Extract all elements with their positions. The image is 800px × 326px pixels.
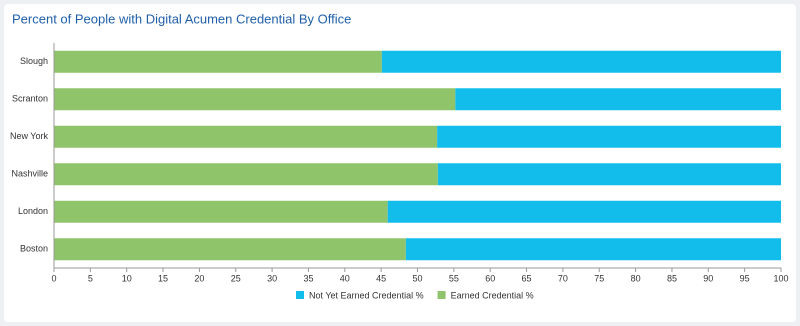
x-tick-label: 45 xyxy=(376,273,386,283)
y-tick-label: London xyxy=(18,206,48,216)
x-tick-label: 0 xyxy=(51,273,56,283)
y-tick-label: New York xyxy=(10,131,49,141)
x-tick-label: 85 xyxy=(667,273,677,283)
x-tick-label: 25 xyxy=(231,273,241,283)
legend-swatch xyxy=(296,291,304,299)
x-tick-label: 65 xyxy=(522,273,532,283)
x-tick-label: 20 xyxy=(194,273,204,283)
x-tick-label: 60 xyxy=(485,273,495,283)
bar-segment xyxy=(54,50,382,73)
y-tick-label: Scranton xyxy=(12,94,48,104)
legend-label: Earned Credential % xyxy=(451,290,534,300)
bar-segment xyxy=(54,125,438,148)
bar-segment xyxy=(54,200,388,223)
y-tick-label: Boston xyxy=(20,244,48,254)
x-tick-label: 90 xyxy=(703,273,713,283)
x-tick-label: 55 xyxy=(449,273,459,283)
chart-title: Percent of People with Digital Acumen Cr… xyxy=(12,11,351,26)
y-tick-label: Nashville xyxy=(11,169,48,179)
x-tick-label: 75 xyxy=(594,273,604,283)
legend-label: Not Yet Earned Credential % xyxy=(309,290,424,300)
bar-segment xyxy=(54,163,438,186)
x-tick-label: 10 xyxy=(122,273,132,283)
legend-swatch xyxy=(437,291,446,299)
y-tick-label: Slough xyxy=(20,56,48,66)
x-tick-label: 95 xyxy=(740,273,750,283)
bar-segment xyxy=(437,125,781,148)
x-tick-label: 5 xyxy=(88,273,93,283)
x-tick-label: 40 xyxy=(340,273,350,283)
bar-segment xyxy=(455,88,781,111)
x-tick-label: 50 xyxy=(412,273,422,283)
bar-segment xyxy=(54,88,456,111)
x-tick-label: 15 xyxy=(158,273,168,283)
bar-segment xyxy=(381,50,781,73)
bar-segment xyxy=(405,238,781,261)
bar-segment xyxy=(387,200,781,223)
bar-segment xyxy=(54,238,406,261)
x-tick-label: 100 xyxy=(773,273,788,283)
x-tick-label: 35 xyxy=(303,273,313,283)
x-tick-label: 30 xyxy=(267,273,277,283)
x-tick-label: 80 xyxy=(631,273,641,283)
bar-segment xyxy=(437,163,781,186)
x-tick-label: 70 xyxy=(558,273,568,283)
